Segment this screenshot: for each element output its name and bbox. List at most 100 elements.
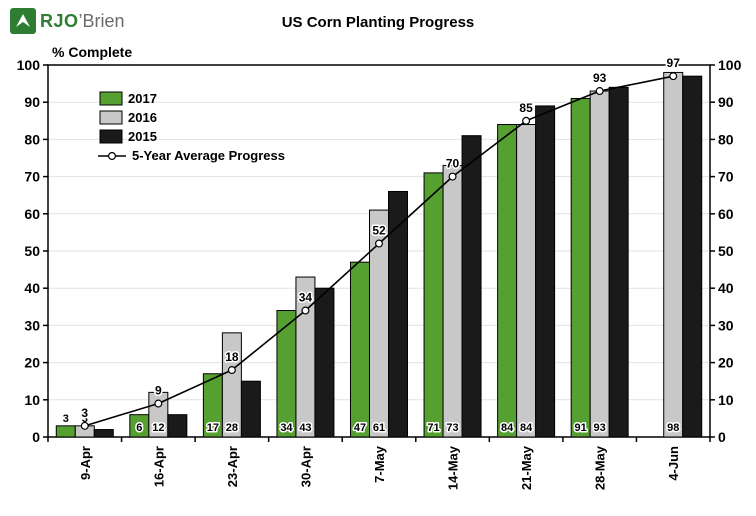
legend-line-marker — [107, 152, 116, 161]
y-axis-label-left: 100 — [17, 57, 41, 73]
average-label: 52 — [372, 224, 386, 238]
bar-label: 98 — [667, 422, 679, 434]
x-axis-label: 4-Jun — [666, 446, 681, 481]
bar-label: 43 — [299, 422, 311, 434]
legend-label: 5-Year Average Progress — [132, 148, 285, 163]
bar-2017 — [570, 97, 591, 438]
y-axis-label-right: 30 — [718, 317, 734, 333]
average-label: 18 — [225, 350, 239, 364]
x-axis-label: 23-Apr — [225, 446, 240, 487]
average-point-marker — [154, 399, 163, 408]
average-point-marker — [301, 306, 310, 315]
bar-2015 — [240, 380, 261, 438]
y-axis-label-right: 60 — [718, 206, 734, 222]
bar-label: 28 — [226, 422, 238, 434]
x-axis-label: 21-May — [519, 445, 534, 490]
bar-2017 — [497, 124, 518, 438]
y-axis-label-right: 80 — [718, 131, 734, 147]
y-axis-label-left: 20 — [24, 355, 40, 371]
average-point-marker — [227, 366, 236, 375]
bar-2017 — [55, 425, 76, 438]
average-point-marker — [595, 87, 604, 96]
average-label: 70 — [446, 157, 460, 171]
y-axis-label-right: 0 — [718, 429, 726, 445]
bar-2017 — [423, 172, 444, 438]
x-axis-label: 28-May — [593, 445, 608, 490]
y-axis-label-right: 40 — [718, 280, 734, 296]
legend-label: 2016 — [128, 110, 157, 125]
bar-2017 — [276, 310, 297, 438]
legend-swatch-2015 — [99, 129, 123, 144]
average-label: 3 — [81, 406, 88, 420]
y-axis-label-left: 30 — [24, 317, 40, 333]
y-axis-label-left: 10 — [24, 392, 40, 408]
bar-label: 93 — [594, 422, 606, 434]
bar-2015 — [314, 287, 335, 438]
bar-label: 6 — [136, 422, 142, 434]
average-label: 85 — [519, 101, 533, 115]
bar-2015 — [461, 135, 482, 438]
bar-label: 84 — [501, 422, 514, 434]
bar-label: 12 — [152, 422, 164, 434]
y-axis-label-left: 90 — [24, 94, 40, 110]
x-axis-label: 7-May — [372, 445, 387, 483]
bar-label: 61 — [373, 422, 385, 434]
logo-text-primary: RJO — [40, 10, 79, 31]
bar-2016 — [663, 71, 684, 438]
bar-label: 91 — [575, 422, 587, 434]
average-point-marker — [375, 239, 384, 248]
rjo-logo: RJO’Brien — [10, 8, 125, 34]
legend-label: 2017 — [128, 91, 157, 106]
average-point-marker — [522, 116, 531, 125]
rjo-logo-icon — [10, 8, 36, 34]
x-axis-label: 14-May — [446, 445, 461, 490]
average-point-marker — [80, 421, 89, 430]
bar-label: 71 — [427, 422, 439, 434]
y-axis-label-left: 40 — [24, 280, 40, 296]
bar-label: 34 — [280, 422, 293, 434]
x-axis-label: 16-Apr — [151, 446, 166, 487]
bar-label: 84 — [520, 422, 533, 434]
bar-2015 — [93, 429, 114, 438]
y-axis-label-left: 50 — [24, 243, 40, 259]
chart-title: US Corn Planting Progress — [281, 14, 475, 31]
average-label: 9 — [155, 384, 162, 398]
average-point-marker — [448, 172, 457, 181]
bar-2016 — [516, 124, 537, 438]
y-axis-label-left: 80 — [24, 131, 40, 147]
bar-2016 — [589, 90, 610, 438]
bar-2015 — [608, 86, 629, 438]
legend-label: 2015 — [128, 129, 157, 144]
y-axis-label-left: 0 — [32, 429, 40, 445]
y-axis-label-right: 50 — [718, 243, 734, 259]
bar-2015 — [388, 190, 408, 438]
bar-label: 3 — [63, 413, 69, 425]
average-label: 34 — [299, 291, 313, 305]
y-axis-label-right: 90 — [718, 94, 734, 110]
y-axis-title: % Complete — [52, 44, 133, 60]
y-axis-label-right: 100 — [718, 57, 742, 73]
bar-2015 — [535, 105, 556, 438]
bar-label: 73 — [446, 422, 458, 434]
bar-2015 — [167, 414, 188, 438]
logo-text-secondary: ’Brien — [78, 10, 125, 31]
bar-label: 17 — [207, 422, 219, 434]
bar-label: 3 — [82, 413, 88, 425]
x-axis-label: 9-Apr — [78, 446, 93, 480]
y-axis-label-right: 70 — [718, 169, 734, 185]
average-label: 93 — [593, 71, 607, 85]
y-axis-label-right: 10 — [718, 392, 734, 408]
y-axis-label-right: 20 — [718, 355, 734, 371]
x-axis-label: 30-Apr — [298, 446, 313, 487]
legend-swatch-2016 — [99, 110, 123, 125]
bar-2016 — [442, 164, 463, 438]
bar-2015 — [682, 75, 703, 438]
bar-label: 47 — [354, 422, 366, 434]
y-axis-label-left: 60 — [24, 206, 40, 222]
legend-swatch-2017 — [99, 91, 123, 106]
average-point-marker — [669, 72, 678, 81]
y-axis-label-left: 70 — [24, 169, 40, 185]
average-label: 97 — [667, 56, 681, 70]
